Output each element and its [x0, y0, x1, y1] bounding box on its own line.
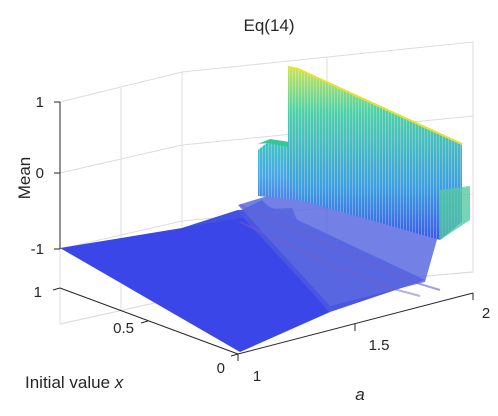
surface — [60, 66, 470, 352]
x-tick-label: 2 — [482, 305, 490, 322]
y-axis-label-var: x — [114, 373, 124, 392]
y-axis-label: Initial value x — [25, 373, 124, 392]
axes — [52, 101, 474, 361]
y-axis-label-prefix: Initial value — [25, 373, 115, 392]
y-tick-label: 0.5 — [113, 320, 134, 337]
x-tick-labels: 1 1.5 2 — [253, 305, 490, 385]
y-tick-label: 0 — [217, 360, 225, 377]
x-axis-label: a — [355, 385, 364, 404]
x-tick-label: 1.5 — [369, 337, 390, 354]
z-tick-label: 1 — [36, 94, 44, 111]
chart-title: Eq(14) — [243, 16, 294, 35]
y-tick-label: 1 — [34, 284, 42, 301]
z-axis-label: Mean — [15, 157, 34, 200]
z-tick-label: 0 — [36, 165, 44, 182]
z-tick-labels: 1 0 -1 — [31, 94, 44, 258]
y-tick-labels: 1 0.5 0 — [34, 284, 225, 377]
x-tick-label: 1 — [253, 368, 261, 385]
z-tick-label: -1 — [31, 241, 44, 258]
